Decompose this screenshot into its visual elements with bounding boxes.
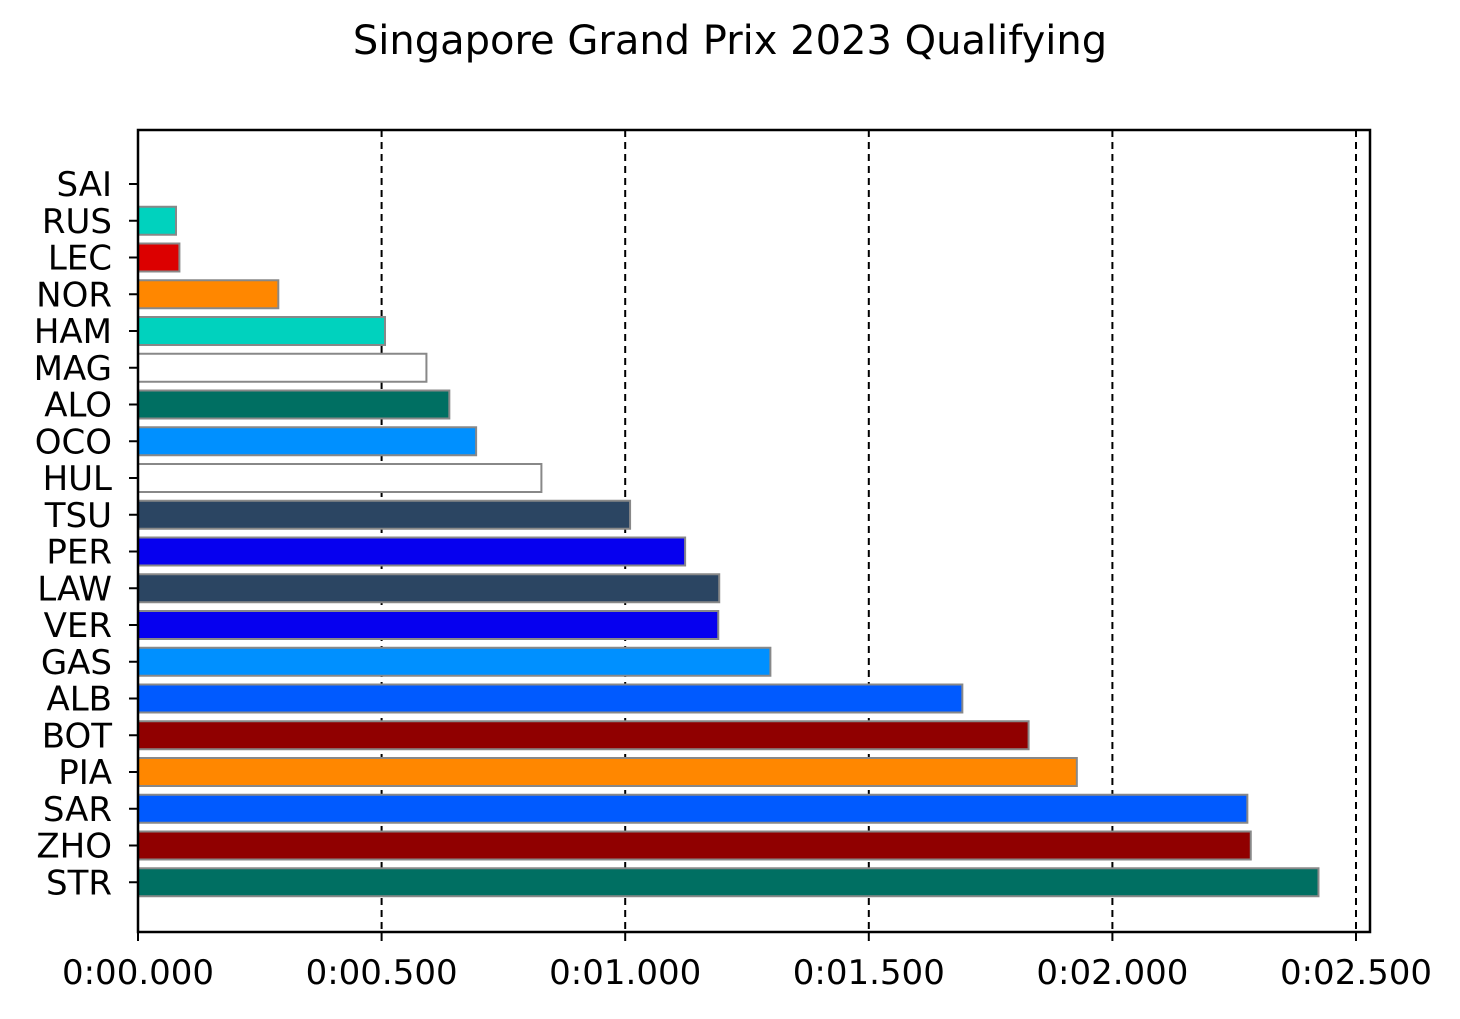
y-axis: SAIRUSLECNORHAMMAGALOOCOHULTSUPERLAWVERG… bbox=[34, 165, 138, 903]
y-tick-label-lec: LEC bbox=[48, 239, 112, 279]
y-tick-label-sai: SAI bbox=[57, 165, 113, 205]
bar-bot bbox=[137, 720, 1030, 751]
bar-ver bbox=[137, 610, 720, 640]
bar-sar bbox=[137, 793, 1249, 824]
plot-frame bbox=[136, 128, 1372, 934]
y-tick-label-oco: OCO bbox=[35, 422, 112, 462]
y-tick-label-ham: HAM bbox=[34, 312, 112, 352]
x-axis: 0:00.000 0:00.500 0:01.000 0:01.500 0:02.000… bbox=[62, 932, 1432, 993]
y-tick-label-mag: MAG bbox=[34, 349, 112, 389]
bar-rus bbox=[137, 205, 178, 236]
x-tick-label-3: 0:01.500 bbox=[793, 953, 945, 993]
y-tick-label-per: PER bbox=[46, 533, 112, 573]
y-tick-label-law: LAW bbox=[37, 569, 112, 609]
bar-law bbox=[137, 573, 721, 604]
bar-per bbox=[137, 536, 687, 567]
y-tick-label-hul: HUL bbox=[43, 459, 112, 499]
bar-alb bbox=[137, 683, 964, 714]
y-tick-label-rus: RUS bbox=[42, 202, 112, 242]
chart-title: Singapore Grand Prix 2023 Qualifying bbox=[352, 18, 1108, 64]
y-tick-label-pia: PIA bbox=[58, 753, 112, 793]
bar-mag bbox=[137, 352, 428, 383]
bar-lec bbox=[137, 242, 181, 273]
bar-zho bbox=[137, 830, 1252, 861]
y-tick-label-str: STR bbox=[46, 863, 112, 903]
y-tick-label-sar: SAR bbox=[43, 790, 112, 830]
y-tick-label-alo: ALO bbox=[44, 386, 112, 426]
gridlines bbox=[380, 130, 1357, 932]
y-tick-label-bot: BOT bbox=[42, 716, 112, 756]
y-tick-label-alb: ALB bbox=[46, 680, 112, 720]
bar-oco bbox=[137, 426, 478, 457]
y-tick-label-gas: GAS bbox=[41, 643, 112, 683]
bar-tsu bbox=[137, 499, 632, 530]
bar-gas bbox=[137, 646, 772, 677]
y-tick-label-nor: NOR bbox=[36, 275, 112, 315]
x-tick-label-2: 0:01.000 bbox=[549, 953, 701, 993]
y-tick-label-zho: ZHO bbox=[36, 827, 112, 867]
y-tick-label-ver: VER bbox=[44, 606, 112, 646]
bar-str bbox=[137, 867, 1320, 898]
x-tick-label-1: 0:00.500 bbox=[306, 953, 458, 993]
bar-hul bbox=[137, 463, 543, 493]
x-tick-label-4: 0:02.000 bbox=[1036, 953, 1188, 993]
bar-alo bbox=[137, 389, 451, 420]
bar-ham bbox=[137, 316, 387, 346]
x-tick-label-5: 0:02.500 bbox=[1280, 953, 1432, 993]
y-tick-label-tsu: TSU bbox=[44, 496, 112, 536]
x-tick-label-0: 0:00.000 bbox=[62, 953, 214, 993]
bars bbox=[137, 205, 1320, 898]
bar-nor bbox=[137, 279, 280, 310]
bar-pia bbox=[137, 757, 1078, 787]
